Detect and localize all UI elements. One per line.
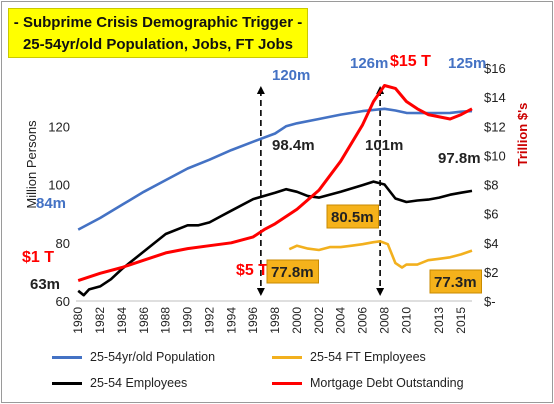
right-tick-label: $10 — [484, 148, 506, 163]
left-tick-label: 80 — [56, 236, 70, 251]
legend-swatch-employees — [52, 382, 82, 386]
right-tick-label: $14 — [484, 90, 506, 105]
annotation-label: 98.4m — [272, 137, 315, 154]
x-tick-label: 1982 — [93, 307, 107, 334]
annotation-box — [326, 204, 379, 229]
legend-label-ft-employees: 25-54 FT Employees — [310, 350, 426, 364]
series-line — [77, 107, 473, 231]
left-tick-label: 60 — [56, 294, 70, 309]
annotation-label: 80.5m — [331, 209, 374, 226]
x-tick-label: 1994 — [224, 307, 238, 334]
annotation-box — [429, 269, 482, 294]
right-tick-label: $2 — [484, 265, 498, 280]
x-tick-label: 1984 — [115, 307, 129, 334]
annotation-label: 84m — [36, 195, 66, 212]
legend-item-mortgage: Mortgage Debt Outstanding — [272, 376, 464, 390]
left-axis-title: Million Persons — [24, 120, 39, 209]
legend-label-population: 25-54yr/old Population — [90, 350, 216, 364]
x-tick-label: 1998 — [268, 307, 282, 334]
annotation-label: 126m — [350, 55, 388, 72]
legend-item-population: 25-54yr/old Population — [52, 350, 215, 364]
right-tick-label: $- — [484, 294, 496, 309]
right-tick-label: $16 — [484, 61, 506, 76]
x-tick-label: 2013 — [432, 307, 446, 334]
series-line — [288, 240, 473, 269]
annotation-label: $15 T — [390, 53, 431, 70]
right-tick-label: $8 — [484, 178, 498, 193]
annotation-box — [266, 259, 319, 284]
annotation-label: 63m — [30, 276, 60, 293]
annotation-label: $1 T — [22, 249, 54, 266]
annotation-label: 77.8m — [271, 264, 314, 281]
x-tick-label: 2002 — [312, 307, 326, 334]
chart-title-line-1: - Subprime Crisis Demographic Trigger - — [13, 14, 303, 31]
x-tick-label: 1980 — [71, 307, 85, 334]
chart-title: - Subprime Crisis Demographic Trigger - … — [8, 8, 308, 58]
left-tick-label: 120 — [48, 119, 70, 134]
x-tick-label: 1988 — [159, 307, 173, 334]
right-tick-label: $12 — [484, 119, 506, 134]
legend-item-ft-employees: 25-54 FT Employees — [272, 350, 426, 364]
left-tick-label: 100 — [48, 178, 70, 193]
x-tick-label: 2008 — [377, 307, 391, 334]
legend-swatch-population — [52, 356, 82, 360]
right-axis-title: Trillion $'s — [515, 103, 530, 167]
x-tick-label: 1996 — [246, 307, 260, 334]
annotation-label: 97.8m — [438, 150, 481, 167]
right-tick-label: $6 — [484, 207, 498, 222]
x-tick-label: 1992 — [202, 307, 216, 334]
x-tick-label: 2000 — [290, 307, 304, 334]
legend-swatch-ft-employees — [272, 356, 302, 360]
annotation-label: 77.3m — [434, 274, 477, 291]
chart-title-line-2: 25-54yr/old Population, Jobs, FT Jobs — [22, 36, 294, 53]
legend-swatch-mortgage — [272, 382, 302, 386]
legend-item-employees: 25-54 Employees — [52, 376, 187, 390]
series-line — [77, 84, 473, 283]
legend-label-employees: 25-54 Employees — [90, 376, 188, 390]
x-tick-label: 2006 — [356, 307, 370, 334]
x-tick-label: 2010 — [399, 307, 413, 334]
x-tick-label: 2004 — [334, 307, 348, 334]
x-tick-label: 1986 — [137, 307, 151, 334]
annotation-label: 125m — [448, 55, 486, 72]
x-tick-label: 1990 — [181, 307, 195, 334]
annotation-label: 120m — [272, 67, 310, 84]
right-tick-label: $4 — [484, 236, 498, 251]
annotation-label: 101m — [365, 137, 403, 154]
x-tick-label: 2015 — [454, 307, 468, 334]
annotation-label: $5 T — [236, 262, 268, 279]
legend-label-mortgage: Mortgage Debt Outstanding — [310, 376, 464, 390]
